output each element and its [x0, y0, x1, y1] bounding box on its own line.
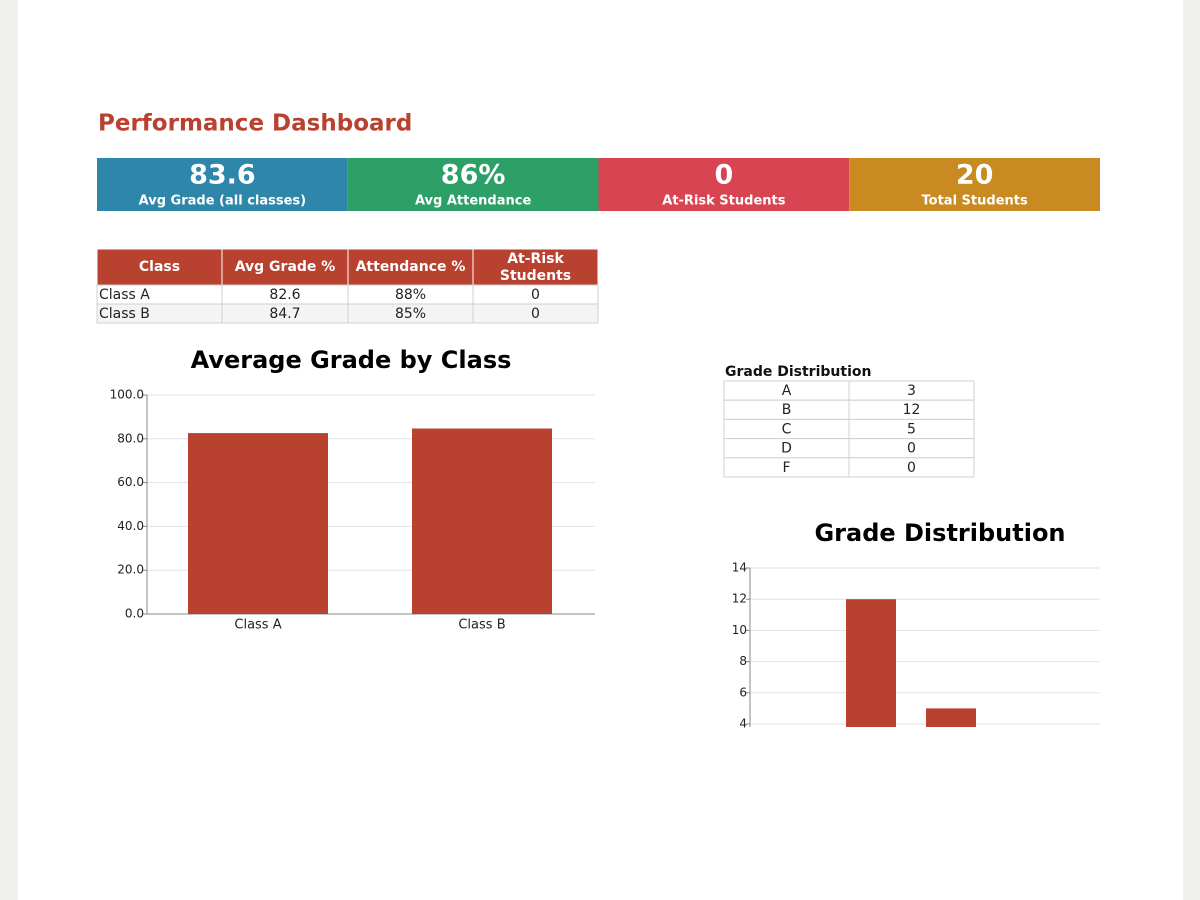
kpi-label: At-Risk Students	[662, 194, 785, 209]
kpi-label: Avg Grade (all classes)	[139, 194, 306, 209]
grade-cell-text: 0	[907, 460, 916, 476]
x-tick-label: Class B	[458, 618, 505, 633]
y-tick-label: 20.0	[117, 563, 144, 577]
content: 83.6 Avg Grade (all classes) 86% Avg Attend…	[96, 158, 1100, 731]
dashboard-title: Performance Dashboard	[98, 111, 412, 137]
y-tick-label: 4	[739, 717, 747, 731]
cell-text: Class A	[99, 287, 150, 303]
kpi-value: 20	[956, 160, 994, 191]
cell-text: Class B	[99, 306, 150, 322]
header-text: Class	[139, 259, 180, 275]
clipped-bars	[846, 599, 976, 727]
bar	[188, 433, 328, 614]
header-line: At-Risk	[507, 251, 564, 267]
header-line: Students	[500, 268, 571, 284]
kpi-card	[849, 158, 1100, 211]
grade-cell-text: 0	[907, 441, 916, 457]
x-tick-label: Class A	[234, 618, 281, 633]
grade-cell-text: 5	[907, 421, 916, 437]
grade-table-title: Grade Distribution	[725, 364, 871, 380]
y-tick-label: 40.0	[117, 519, 144, 533]
kpi-label: Avg Attendance	[415, 194, 532, 209]
table-cell	[472, 303, 599, 324]
grade-cell	[848, 457, 975, 478]
y-tick-label: 14	[732, 561, 747, 575]
y-tick-label: 10	[732, 623, 747, 637]
chart-title: Grade Distribution	[814, 519, 1065, 547]
chart-title: Average Grade by Class	[191, 346, 512, 374]
grade-cell-text: D	[781, 441, 792, 457]
cell-text: 0	[531, 306, 540, 322]
grade-cell-text: C	[782, 421, 792, 437]
y-tick-label: 6	[739, 685, 747, 699]
y-tick-label: 8	[739, 654, 747, 668]
kpi-value: 0	[714, 160, 733, 191]
cell-text: 82.6	[269, 287, 300, 303]
kpi-card	[347, 158, 599, 211]
y-tick-label: 60.0	[117, 475, 144, 489]
grade-cell-text: 12	[903, 402, 921, 418]
y-tick-label: 12	[732, 592, 747, 606]
header-text: Avg Grade %	[235, 259, 336, 275]
y-tick-label: 80.0	[117, 431, 144, 445]
y-tick-label: 0.0	[125, 607, 144, 621]
header-cell	[347, 248, 474, 286]
header-text: Attendance %	[356, 259, 466, 275]
header-text: At-Risk Students	[500, 251, 571, 284]
grade-cell-text: A	[782, 383, 792, 399]
bar	[846, 599, 896, 727]
cell-text: 0	[531, 287, 540, 303]
kpi-card	[97, 158, 348, 211]
cell-text: 84.7	[269, 306, 300, 322]
grade-cell-text: 3	[907, 383, 916, 399]
cell-text: 88%	[395, 287, 426, 303]
grade-cell-text: B	[782, 402, 792, 418]
cell-text: 85%	[395, 306, 426, 322]
bar	[926, 708, 976, 727]
y-tick-label: 100.0	[110, 388, 144, 402]
kpi-value: 83.6	[189, 160, 256, 191]
kpi-value: 86%	[441, 160, 506, 191]
kpi-label: Total Students	[922, 194, 1028, 209]
grade-cell-text: F	[782, 460, 790, 476]
kpi-card	[598, 158, 850, 211]
bar	[412, 428, 552, 614]
